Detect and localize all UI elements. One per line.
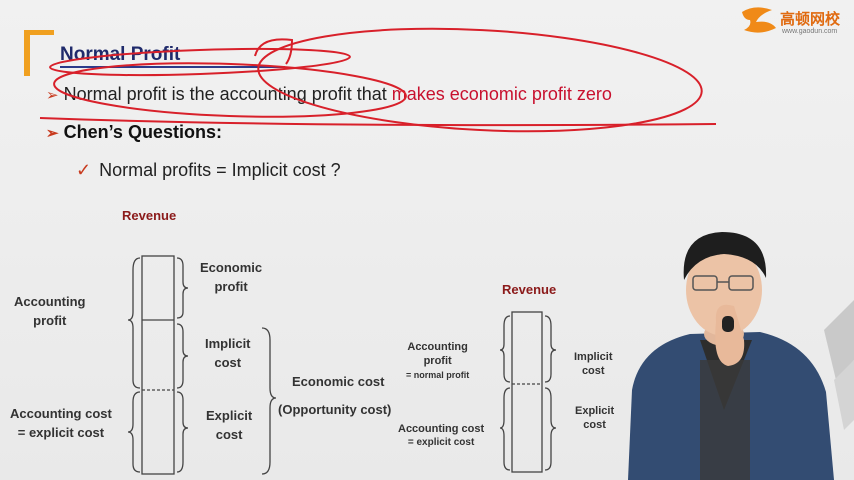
brace-right-profit bbox=[499, 315, 511, 383]
pen-underline bbox=[39, 117, 717, 127]
left-accounting-cost-label: Accounting cost = explicit cost bbox=[10, 404, 112, 442]
presenter-shirt-check bbox=[700, 360, 750, 480]
presenter-glasses-right bbox=[728, 275, 754, 291]
title-accent-bar bbox=[24, 30, 30, 76]
right-implicit-cost-label: Implicit cost bbox=[574, 350, 613, 378]
presenter-hair bbox=[683, 232, 767, 280]
right-explicit-cost-label: Explicit cost bbox=[575, 404, 614, 432]
sub-bullet-text: Normal profits = Implicit cost ? bbox=[99, 160, 341, 180]
bullet-text: Normal profit is the accounting profit t… bbox=[63, 84, 392, 104]
presenter-mic bbox=[722, 316, 734, 332]
right-accounting-profit-label: Accounting profit = normal profit bbox=[406, 340, 469, 382]
arrow-bullet-icon: ➢ bbox=[46, 87, 59, 104]
presenter-glasses-left bbox=[692, 275, 718, 291]
title-underline bbox=[60, 66, 285, 68]
arrow-bullet-icon: ➢ bbox=[46, 125, 59, 142]
presenter-figure bbox=[628, 232, 834, 480]
right-column-box bbox=[511, 311, 543, 473]
left-column-box bbox=[141, 255, 175, 475]
label-line: Accounting bbox=[14, 294, 86, 309]
sub-bullet-question: ✓ Normal profits = Implicit cost ? bbox=[76, 160, 341, 181]
label-line: cost bbox=[581, 365, 605, 377]
pen-hook bbox=[254, 38, 294, 65]
brace-implicit bbox=[176, 323, 189, 389]
label-line: Accounting cost bbox=[10, 406, 112, 421]
label-line: Economic bbox=[200, 260, 263, 275]
label-line: profit bbox=[33, 313, 67, 328]
label-line: profit bbox=[423, 355, 452, 367]
brace-right-implicit bbox=[544, 315, 557, 383]
logo-url: www.gaodun.com bbox=[782, 28, 838, 35]
brace-right-cost bbox=[499, 387, 511, 471]
right-accounting-cost-label: Accounting cost = explicit cost bbox=[398, 422, 484, 450]
left-explicit-cost-label: Explicit cost bbox=[206, 406, 252, 444]
brace-economic-cost bbox=[261, 327, 277, 475]
brace-left-profit bbox=[127, 257, 141, 389]
label-line: cost bbox=[214, 355, 242, 370]
pen-annotations bbox=[39, 27, 717, 133]
brace-right-explicit bbox=[544, 387, 557, 471]
label-line: Implicit bbox=[205, 336, 251, 351]
label-line: Explicit bbox=[575, 405, 615, 417]
label-line: Accounting bbox=[407, 341, 468, 353]
brace-explicit bbox=[176, 391, 189, 473]
pen-circle-normal-profit bbox=[53, 62, 407, 118]
label-line: = normal profit bbox=[406, 370, 470, 380]
label-line: cost bbox=[583, 419, 606, 431]
logo-brand: 高顿网校 bbox=[780, 11, 841, 28]
bullet-chens-questions: ➢ Chen’s Questions: bbox=[46, 122, 222, 143]
label-line: Explicit bbox=[206, 408, 253, 423]
opportunity-cost-label: (Opportunity cost) bbox=[278, 402, 392, 417]
label-line: = explicit cost bbox=[17, 425, 105, 440]
bullet-text: Chen’s Questions: bbox=[63, 122, 222, 142]
left-economic-profit-label: Economic profit bbox=[200, 258, 262, 296]
label-line: profit bbox=[214, 279, 248, 294]
bullet-normal-profit: ➢ Normal profit is the accounting profit… bbox=[46, 84, 612, 105]
economic-cost-label: Economic cost bbox=[292, 374, 385, 389]
left-accounting-profit-label: Accounting profit bbox=[14, 292, 86, 330]
pen-circle-zero-profit bbox=[257, 27, 703, 133]
label-line: = explicit cost bbox=[407, 437, 475, 448]
check-icon: ✓ bbox=[76, 160, 92, 180]
brace-left-cost bbox=[127, 391, 141, 473]
bullet-highlight: makes economic profit zero bbox=[391, 84, 612, 104]
right-revenue-label: Revenue bbox=[502, 282, 557, 297]
pen-circle-title bbox=[49, 47, 351, 77]
label-line: Accounting cost bbox=[398, 423, 485, 435]
label-line: cost bbox=[215, 427, 243, 442]
left-revenue-label: Revenue bbox=[122, 208, 177, 223]
decorative-stripes bbox=[824, 300, 854, 430]
label-line: Implicit bbox=[574, 351, 613, 363]
brace-econ-profit bbox=[176, 257, 189, 319]
presenter-face bbox=[686, 244, 762, 336]
left-implicit-cost-label: Implicit cost bbox=[205, 334, 251, 372]
title-accent-bar-top bbox=[24, 30, 54, 35]
gaodun-logo-icon bbox=[742, 7, 776, 33]
